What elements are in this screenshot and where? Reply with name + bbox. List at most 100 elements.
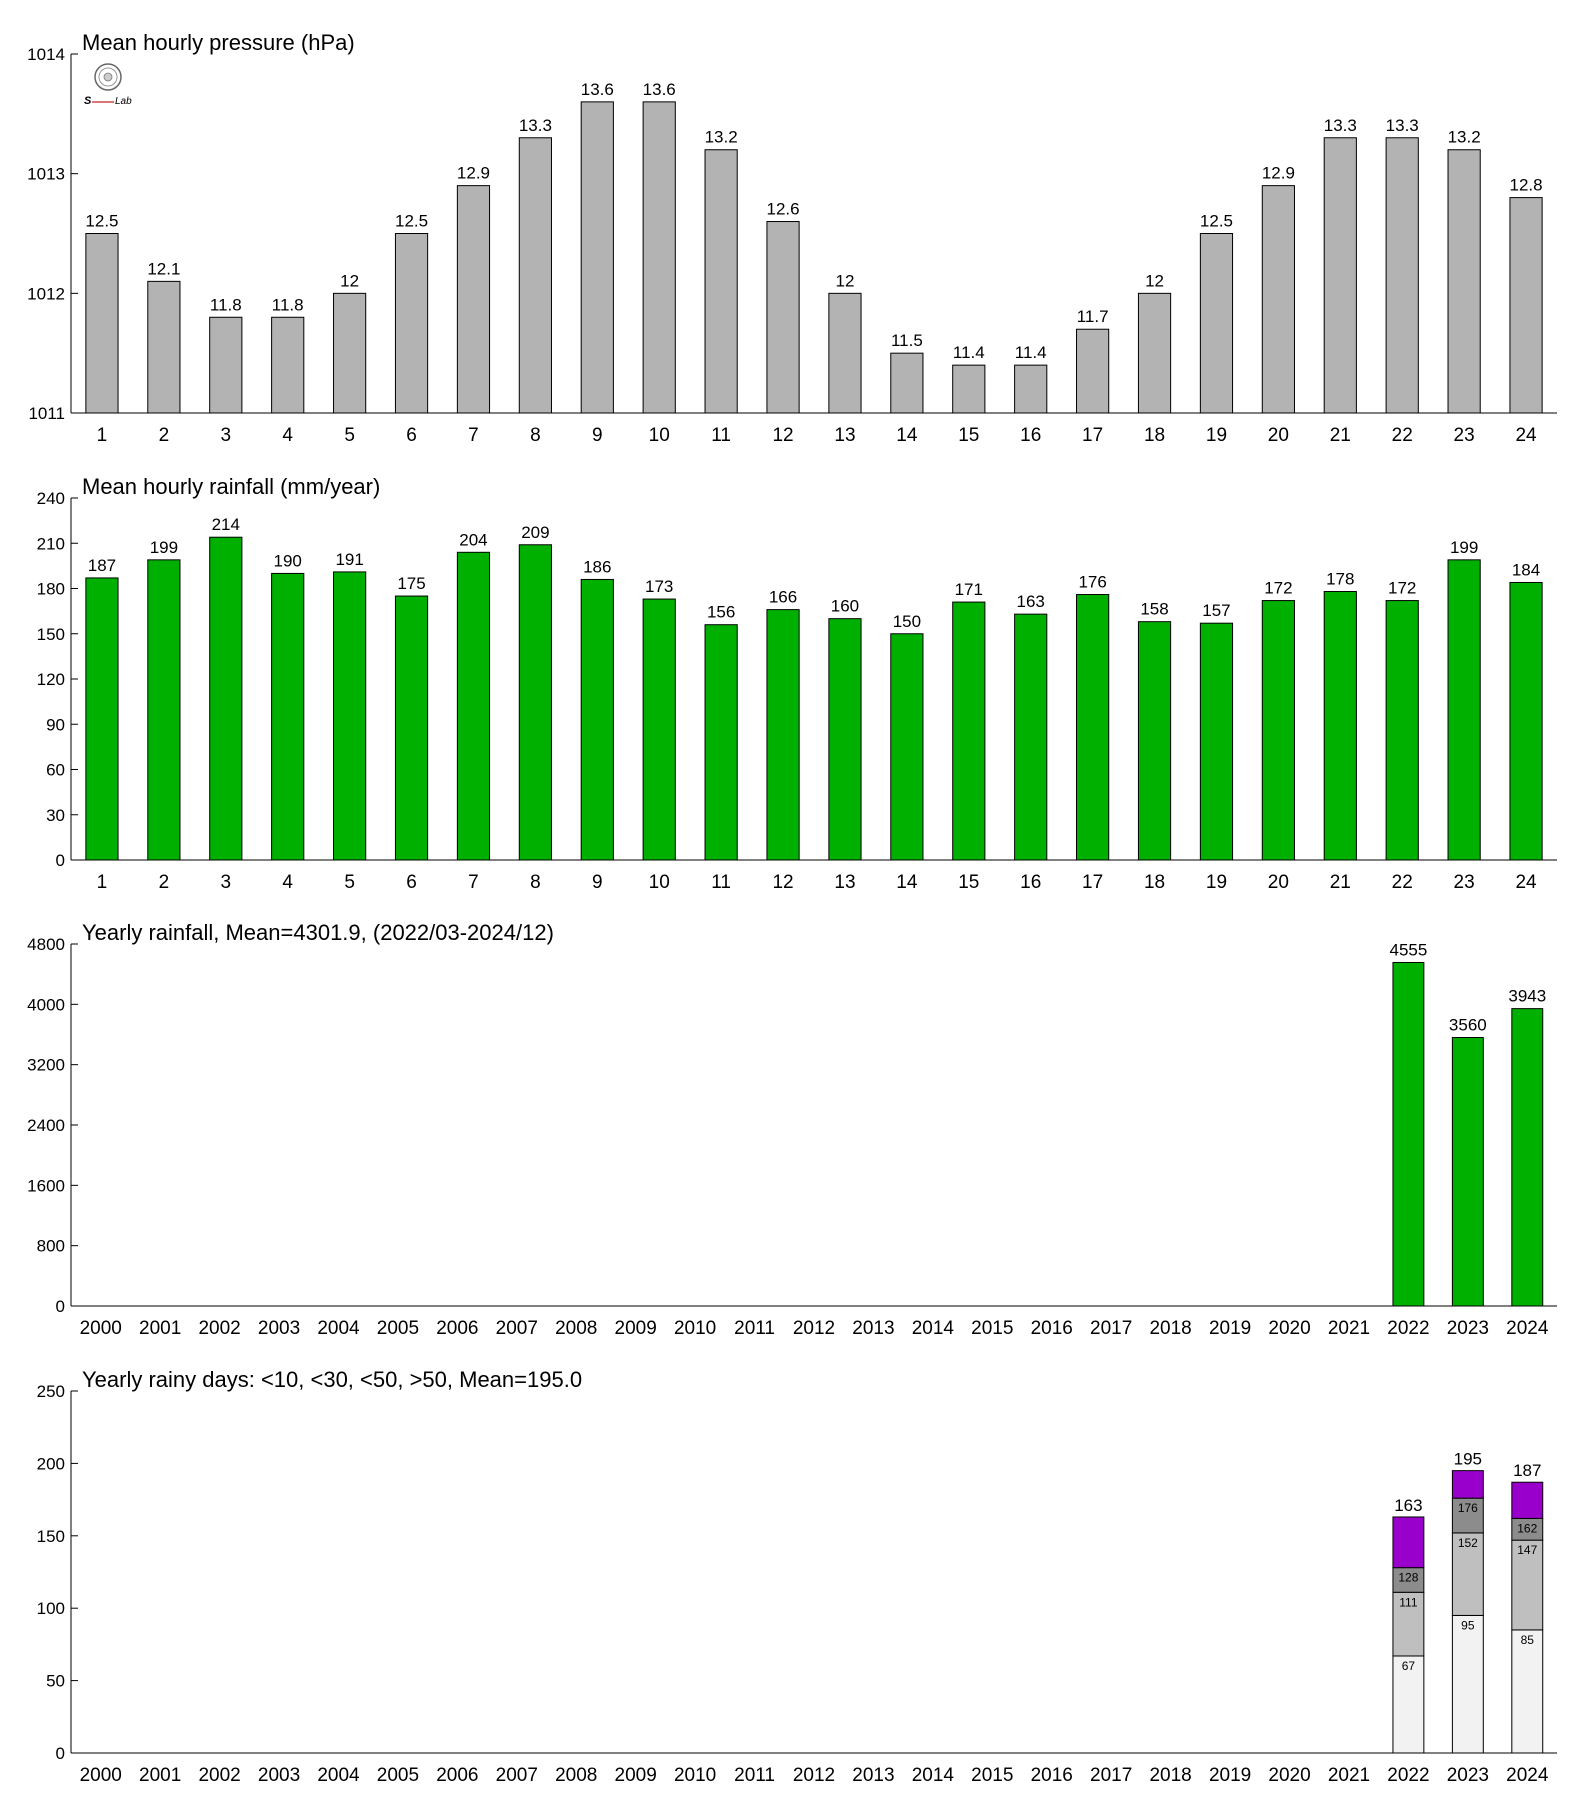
x-tick-label: 2023	[1447, 1765, 1489, 1786]
x-tick-label: 14	[896, 425, 918, 446]
data-label: 11.8	[272, 295, 304, 314]
x-tick-label: 18	[1144, 425, 1165, 446]
x-tick-label: 9	[592, 425, 603, 446]
x-tick-label: 2013	[852, 1318, 894, 1339]
x-tick-label: 2017	[1090, 1765, 1132, 1786]
bar	[1509, 581, 1543, 861]
data-label: 13.3	[1324, 116, 1357, 135]
data-label: 175	[397, 574, 425, 593]
data-label: 214	[212, 515, 240, 534]
bar	[85, 577, 119, 861]
data-label: 11.8	[210, 295, 242, 314]
bar	[518, 137, 552, 414]
stacked-bar-segment	[1451, 1614, 1484, 1754]
emblem-center	[103, 72, 113, 82]
x-tick-label: 2008	[555, 1765, 597, 1786]
segment-label: 85	[1521, 1633, 1535, 1647]
data-label: 163	[1017, 592, 1045, 611]
data-label: 13.3	[519, 116, 552, 135]
bar	[147, 559, 181, 861]
bar	[271, 572, 305, 861]
x-tick-label: 2006	[436, 1765, 478, 1786]
data-label: 190	[274, 551, 302, 570]
chart-3-title: Yearly rainfall, Mean=4301.9, (2022/03-2…	[82, 920, 554, 945]
x-tick-label: 22	[1392, 872, 1413, 893]
segment-label: 95	[1461, 1618, 1475, 1632]
bar	[518, 544, 552, 861]
y-tick-label: 150	[37, 1527, 65, 1546]
x-tick-label: 7	[468, 872, 479, 893]
bar	[394, 595, 429, 861]
data-label: 12	[835, 271, 854, 290]
lab-emblem-icon: S Lab	[84, 63, 132, 107]
y-tick-label: 150	[37, 625, 65, 644]
x-tick-label: 20	[1268, 872, 1289, 893]
bar	[642, 101, 676, 414]
y-tick-label: 1600	[27, 1176, 65, 1195]
x-tick-label: 13	[834, 872, 855, 893]
bar	[1014, 613, 1048, 861]
data-label: 11.4	[953, 343, 985, 362]
segment-label: 147	[1517, 1543, 1537, 1557]
x-tick-label: 24	[1515, 872, 1537, 893]
x-tick-label: 2	[159, 872, 170, 893]
x-tick-label: 2021	[1328, 1765, 1370, 1786]
data-label: 13.2	[1448, 128, 1481, 147]
bar	[1323, 137, 1357, 414]
x-tick-label: 2001	[139, 1765, 181, 1786]
x-tick-label: 2001	[139, 1318, 181, 1339]
x-tick-label: 2019	[1209, 1765, 1251, 1786]
emblem-inner-ring	[98, 67, 118, 87]
x-tick-label: 2012	[793, 1318, 835, 1339]
x-tick-label: 2014	[912, 1765, 955, 1786]
bar	[1385, 600, 1419, 861]
segment-label: 128	[1398, 1571, 1418, 1585]
y-tick-label: 250	[37, 1382, 65, 1401]
y-tick-label: 210	[37, 534, 65, 553]
segment-label: 152	[1458, 1536, 1478, 1550]
y-tick-label: 0	[56, 1744, 65, 1763]
x-tick-label: 2022	[1387, 1765, 1429, 1786]
bar	[890, 352, 924, 414]
bar	[209, 536, 243, 861]
bar	[1509, 197, 1543, 414]
y-tick-label: 1014	[27, 45, 65, 64]
x-tick-label: 2015	[971, 1765, 1013, 1786]
segment-label: 67	[1402, 1659, 1416, 1673]
x-tick-label: 2003	[258, 1318, 300, 1339]
y-tick-label: 200	[37, 1454, 65, 1473]
bar	[704, 624, 738, 861]
data-label: 171	[955, 580, 983, 599]
x-tick-label: 6	[406, 425, 417, 446]
x-tick-label: 2004	[317, 1765, 360, 1786]
x-tick-label: 2019	[1209, 1318, 1251, 1339]
data-label: 158	[1140, 600, 1168, 619]
x-tick-label: 8	[530, 872, 541, 893]
chart-4-title: Yearly rainy days: <10, <30, <50, >50, M…	[82, 1367, 582, 1392]
data-label: 199	[150, 538, 178, 557]
x-tick-label: 2002	[198, 1765, 240, 1786]
x-tick-label: 17	[1082, 872, 1103, 893]
data-label: 13.2	[705, 128, 738, 147]
x-tick-label: 2002	[198, 1318, 240, 1339]
x-tick-label: 24	[1515, 425, 1537, 446]
data-label: 13.3	[1386, 116, 1419, 135]
data-label: 186	[583, 557, 611, 576]
x-tick-label: 21	[1330, 425, 1351, 446]
data-label: 12	[1145, 271, 1164, 290]
x-tick-label: 2015	[971, 1318, 1013, 1339]
y-tick-label: 3200	[27, 1056, 65, 1075]
chart-2-title: Mean hourly rainfall (mm/year)	[82, 474, 380, 499]
y-tick-label: 4000	[27, 995, 65, 1014]
x-tick-label: 13	[834, 425, 855, 446]
bar	[890, 633, 924, 861]
x-tick-label: 2005	[377, 1765, 419, 1786]
stacked-bar-segment	[1392, 1516, 1425, 1569]
bar	[1199, 233, 1234, 414]
y-tick-label: 180	[37, 580, 65, 599]
bar	[1451, 1037, 1484, 1307]
y-tick-label: 30	[46, 806, 65, 825]
x-tick-label: 2009	[615, 1318, 657, 1339]
x-tick-label: 2024	[1506, 1318, 1549, 1339]
